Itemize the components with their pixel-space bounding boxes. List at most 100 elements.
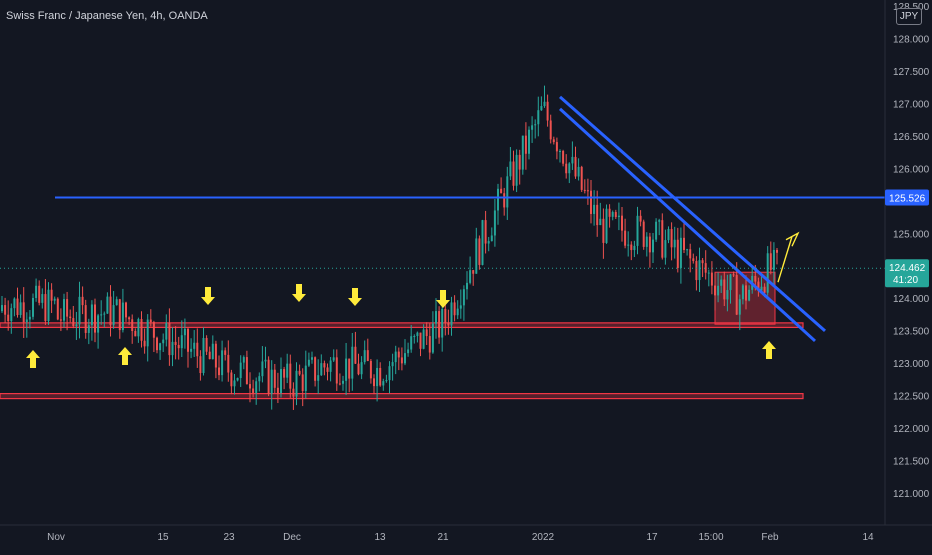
candle-body[interactable]: [255, 381, 258, 393]
candle-body[interactable]: [605, 208, 608, 243]
candle-body[interactable]: [608, 208, 611, 217]
currency-button[interactable]: JPY: [896, 8, 922, 25]
candle-body[interactable]: [218, 367, 220, 376]
candle-body[interactable]: [357, 363, 360, 375]
candle-body[interactable]: [289, 363, 292, 389]
candle-body[interactable]: [419, 332, 422, 349]
candle-body[interactable]: [224, 350, 227, 355]
candle-body[interactable]: [162, 339, 165, 344]
candle-body[interactable]: [382, 381, 385, 386]
candle-body[interactable]: [311, 357, 313, 360]
candle-body[interactable]: [726, 290, 729, 300]
candle-body[interactable]: [599, 218, 602, 226]
candle-body[interactable]: [38, 285, 41, 303]
candle-body[interactable]: [590, 190, 592, 214]
candle-body[interactable]: [689, 249, 692, 259]
candle-body[interactable]: [245, 357, 248, 385]
candle-body[interactable]: [481, 220, 484, 265]
candle-body[interactable]: [537, 110, 540, 125]
candle-body[interactable]: [252, 388, 255, 393]
candle-body[interactable]: [745, 285, 747, 301]
candle-body[interactable]: [611, 212, 614, 217]
candle-body[interactable]: [679, 237, 682, 268]
candle-body[interactable]: [422, 329, 425, 349]
candle-body[interactable]: [738, 299, 741, 315]
candle-body[interactable]: [617, 215, 620, 218]
candle-body[interactable]: [447, 322, 450, 326]
candle-body[interactable]: [583, 189, 586, 191]
candle-body[interactable]: [633, 245, 636, 251]
candle-body[interactable]: [128, 317, 131, 320]
candle-body[interactable]: [624, 230, 627, 246]
candle-body[interactable]: [342, 380, 344, 384]
candle-body[interactable]: [19, 302, 22, 316]
candle-body[interactable]: [295, 370, 298, 397]
candle-body[interactable]: [692, 258, 695, 262]
channel-lower-line[interactable]: [558, 107, 817, 343]
candle-body[interactable]: [441, 308, 444, 338]
down-arrow-marker[interactable]: [348, 288, 362, 306]
candle-body[interactable]: [292, 388, 295, 397]
candle-body[interactable]: [100, 314, 103, 316]
candle-body[interactable]: [444, 308, 447, 323]
candle-body[interactable]: [211, 343, 214, 360]
candle-body[interactable]: [183, 328, 186, 336]
candle-body[interactable]: [171, 341, 174, 356]
candle-body[interactable]: [636, 215, 639, 246]
candle-body[interactable]: [165, 322, 168, 340]
candle-body[interactable]: [50, 289, 53, 301]
candle-body[interactable]: [543, 101, 546, 107]
candle-body[interactable]: [493, 210, 496, 236]
candle-body[interactable]: [431, 323, 434, 353]
candle-body[interactable]: [487, 241, 490, 244]
candle-body[interactable]: [478, 238, 481, 265]
candle-body[interactable]: [379, 367, 382, 386]
candle-body[interactable]: [714, 285, 716, 296]
down-arrow-marker[interactable]: [292, 284, 306, 302]
candle-body[interactable]: [242, 357, 245, 363]
candle-body[interactable]: [748, 289, 751, 301]
candle-body[interactable]: [559, 150, 561, 152]
candle-body[interactable]: [521, 135, 524, 170]
candle-body[interactable]: [571, 156, 574, 164]
candle-body[interactable]: [125, 302, 127, 318]
candle-body[interactable]: [276, 387, 279, 393]
candle-body[interactable]: [376, 367, 379, 387]
candle-body[interactable]: [593, 204, 596, 214]
lower-support-zone[interactable]: [0, 393, 804, 400]
down-arrow-marker[interactable]: [436, 290, 450, 308]
candle-body[interactable]: [298, 370, 301, 375]
candle-body[interactable]: [47, 289, 50, 322]
candle-body[interactable]: [549, 120, 552, 140]
candle-body[interactable]: [264, 359, 267, 362]
candle-body[interactable]: [137, 319, 140, 337]
candle-body[interactable]: [500, 188, 503, 194]
candle-body[interactable]: [741, 285, 744, 300]
candle-body[interactable]: [180, 335, 183, 349]
candle-body[interactable]: [497, 188, 499, 211]
candle-body[interactable]: [199, 356, 202, 374]
candle-body[interactable]: [351, 346, 354, 379]
candle-body[interactable]: [32, 297, 34, 317]
candle-body[interactable]: [258, 376, 261, 382]
candle-body[interactable]: [13, 298, 16, 309]
candle-body[interactable]: [410, 336, 413, 350]
candle-body[interactable]: [404, 353, 406, 364]
candle-body[interactable]: [655, 221, 658, 240]
up-arrow-marker[interactable]: [118, 347, 132, 365]
candle-body[interactable]: [676, 239, 679, 268]
candle-body[interactable]: [683, 237, 685, 250]
candle-body[interactable]: [531, 125, 534, 130]
candle-body[interactable]: [416, 332, 419, 336]
candle-body[interactable]: [698, 260, 701, 281]
candle-body[interactable]: [652, 239, 654, 253]
candle-body[interactable]: [317, 375, 320, 381]
candle-body[interactable]: [614, 212, 617, 218]
candle-body[interactable]: [435, 311, 437, 324]
up-arrow-marker[interactable]: [762, 341, 776, 359]
candle-body[interactable]: [400, 357, 403, 364]
candle-body[interactable]: [413, 335, 416, 337]
candle-body[interactable]: [239, 362, 242, 378]
candle-body[interactable]: [214, 343, 217, 368]
